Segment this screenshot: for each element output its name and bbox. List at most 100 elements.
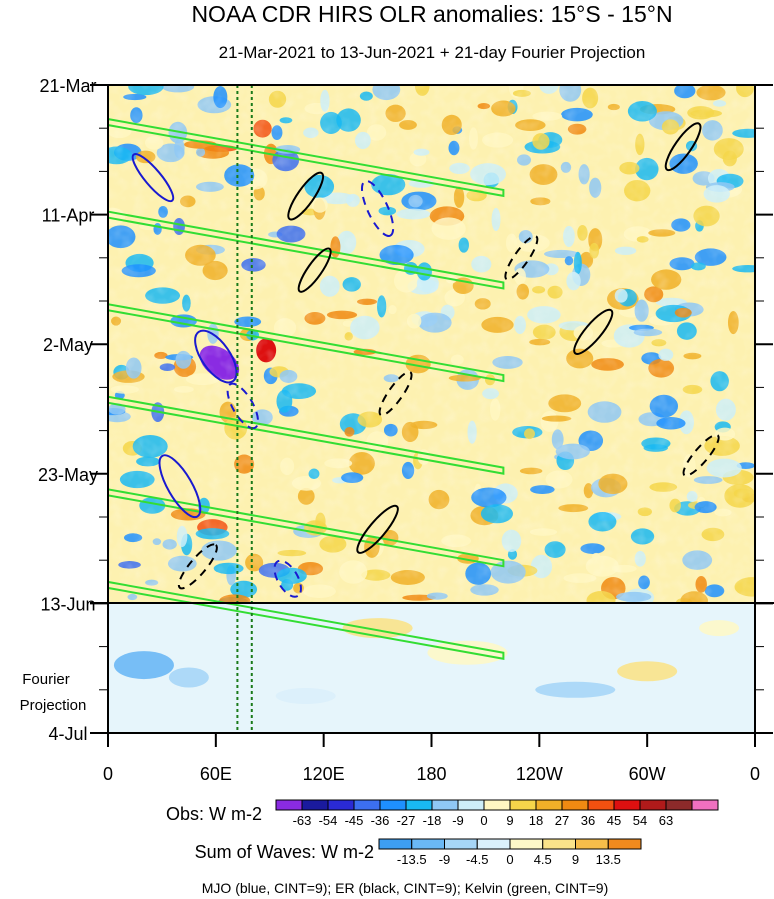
colorbar-level-label: 9: [572, 852, 579, 867]
colorbar-swatch: [378, 838, 413, 850]
colorbar-swatch: [509, 799, 537, 811]
kelvin-contour: [108, 395, 505, 475]
colorbar-level-label: 13.5: [596, 852, 621, 867]
mjo-contour: [194, 329, 238, 384]
y-tick-label: 21-Mar: [39, 76, 96, 96]
colorbar-level-label: -27: [397, 813, 416, 828]
colorbar-level-label: 18: [529, 813, 543, 828]
obs-legend-label: Obs: W m-2: [166, 804, 262, 824]
colorbar-swatch: [275, 799, 303, 811]
colorbar-level-label: 9: [506, 813, 513, 828]
y-tick-label: 11-Apr: [42, 206, 95, 226]
waves-legend: Sum of Waves: W m-2 -13.5 -9 -4.5 0 4.5 9 13.5: [195, 838, 642, 867]
y-tick-label: 13-Jun: [40, 594, 95, 614]
x-axis: 0 60E 120E 180 120W 60W 0: [103, 733, 760, 784]
colorbar-swatch: [353, 799, 381, 811]
kelvin-contours: [108, 118, 505, 660]
x-tick-label: 120E: [303, 764, 345, 784]
colorbar-swatch: [561, 799, 589, 811]
projection-blob: [113, 651, 174, 680]
reference-longitude-lines: [236, 85, 253, 733]
er-contour: [297, 247, 332, 293]
colorbar-swatch: [665, 799, 693, 811]
colorbar-swatch: [476, 838, 511, 850]
obs-legend: Obs: W m-2 -63 -54 -45 -36 -27 -18 -9 0 9 18 27 36 4…: [166, 799, 719, 828]
colorbar-swatch: [431, 799, 459, 811]
er-contour: [177, 543, 218, 590]
x-tick-label: 60E: [200, 764, 232, 784]
y-tick-label: 23-May: [38, 465, 98, 485]
kelvin-contour: [108, 118, 505, 198]
colorbar-swatch: [639, 799, 667, 811]
er-contour: [287, 171, 325, 221]
colorbar-level-label: 45: [607, 813, 621, 828]
kelvin-contour: [108, 303, 505, 383]
colorbar-swatch: [457, 799, 485, 811]
waves-legend-label: Sum of Waves: W m-2: [195, 842, 374, 862]
colorbar-level-label: 4.5: [534, 852, 552, 867]
colorbar-level-label: -9: [439, 852, 451, 867]
colorbar-level-label: -4.5: [466, 852, 488, 867]
colorbar-level-label: -36: [371, 813, 390, 828]
colorbar-swatch: [509, 838, 544, 850]
colorbar-swatch: [379, 799, 407, 811]
er-contour: [378, 370, 413, 417]
projection-blob: [699, 620, 740, 637]
colorbar-level-label: 0: [506, 852, 513, 867]
kelvin-contour: [108, 580, 505, 660]
er-contour: [356, 504, 399, 554]
colorbar-swatch: [535, 799, 563, 811]
colorbar-swatch: [613, 799, 641, 811]
colorbar-swatch: [691, 799, 719, 811]
chart-title: NOAA CDR HIRS OLR anomalies: 15°S - 15°N: [191, 1, 672, 27]
contour-note: MJO (blue, CINT=9); ER (black, CINT=9); …: [202, 880, 609, 896]
obs-legend-colorbar: -63 -54 -45 -36 -27 -18 -9 0 9 18 27 36 45 54 63: [275, 799, 719, 828]
projection-blob: [617, 661, 678, 682]
mjo-contour: [226, 382, 259, 430]
colorbar-swatch: [327, 799, 355, 811]
x-tick-label: 0: [750, 764, 760, 784]
projection-label-line2: Projection: [20, 697, 87, 714]
colorbar-level-label: 54: [633, 813, 647, 828]
mjo-contour: [131, 153, 175, 203]
colorbar-level-label: 0: [480, 813, 487, 828]
colorbar-level-label: -54: [319, 813, 338, 828]
x-tick-label: 60W: [629, 764, 666, 784]
colorbar-swatch: [301, 799, 329, 811]
colorbar-swatch: [405, 799, 433, 811]
chart-subtitle: 21-Mar-2021 to 13-Jun-2021 + 21-day Four…: [219, 43, 646, 62]
projection-blob: [275, 687, 336, 704]
colorbar-level-label: 36: [581, 813, 595, 828]
projection-label-line1: Fourier: [22, 671, 70, 688]
colorbar-swatch: [542, 838, 576, 850]
projection-blob: [535, 681, 616, 698]
projection-blob: [168, 667, 209, 688]
er-contour: [573, 308, 614, 355]
colorbar-level-label: -9: [452, 813, 464, 828]
colorbar-level-label: -63: [293, 813, 312, 828]
x-tick-label: 180: [416, 764, 446, 784]
mjo-contour: [273, 559, 302, 598]
colorbar-swatch: [607, 838, 642, 850]
mjo-contour: [158, 454, 202, 519]
er-contour: [664, 122, 702, 172]
mjo-contour: [360, 179, 395, 237]
colorbar-level-label: -13.5: [397, 852, 427, 867]
colorbar-swatch: [444, 838, 478, 850]
colorbar-level-label: 27: [555, 813, 569, 828]
colorbar-swatch: [575, 838, 609, 850]
y-axis: 21-Mar 11-Apr 2-May 23-May 13-Jun 4-Jul: [38, 76, 773, 744]
colorbar-swatch: [483, 799, 511, 811]
x-tick-label: 0: [103, 764, 113, 784]
colorbar-swatch: [587, 799, 615, 811]
x-tick-label: 120W: [516, 764, 563, 784]
plot-area: [90, 84, 774, 734]
mjo-contours: [131, 153, 395, 598]
y-tick-label: 4-Jul: [48, 724, 87, 744]
kelvin-contour: [108, 210, 505, 290]
colorbar-level-label: 63: [659, 813, 673, 828]
waves-legend-colorbar: -13.5 -9 -4.5 0 4.5 9 13.5: [378, 838, 642, 867]
er-contour: [682, 433, 720, 477]
colorbar-swatch: [411, 838, 445, 850]
